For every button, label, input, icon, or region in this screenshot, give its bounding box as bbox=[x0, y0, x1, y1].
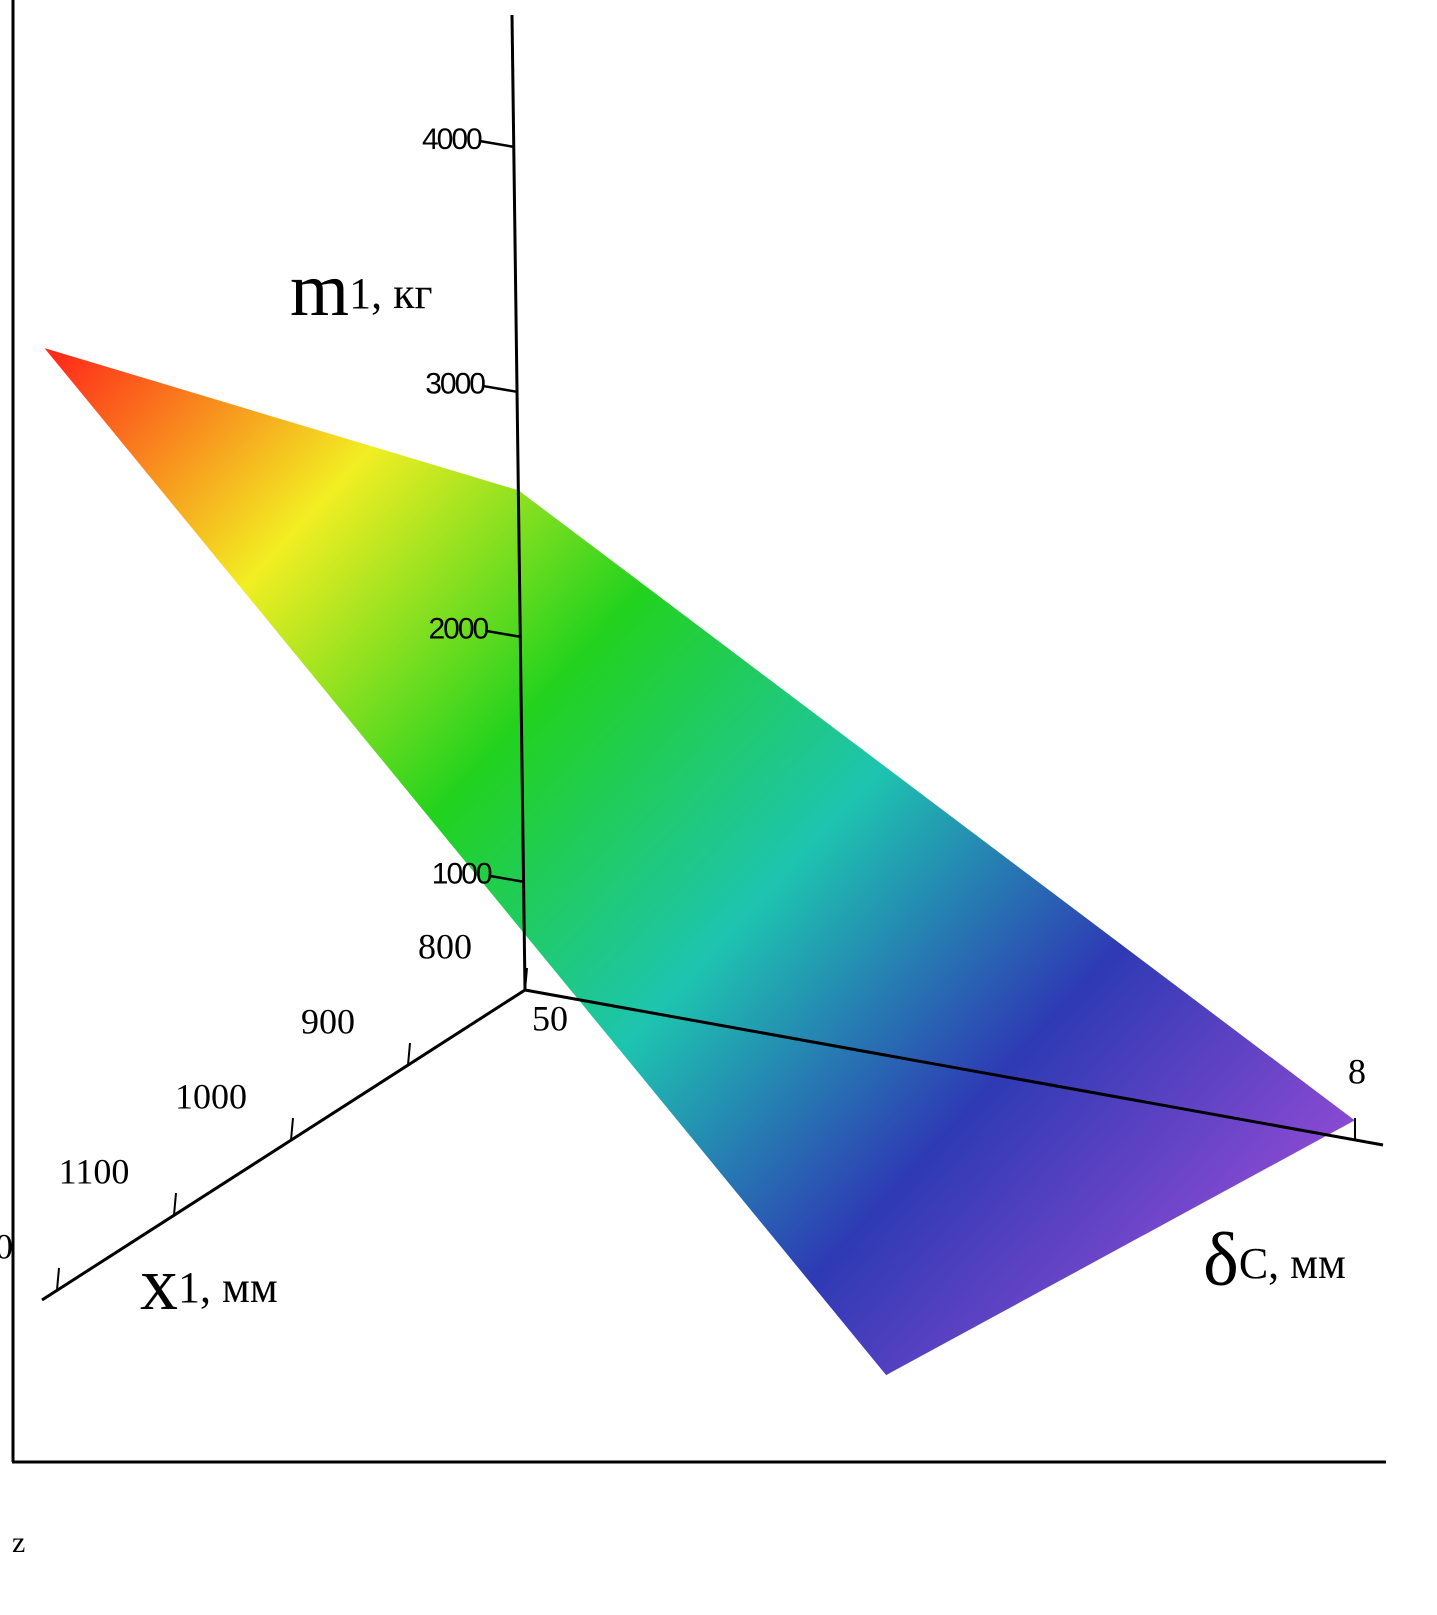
x-tick-label: 1000 bbox=[175, 1076, 247, 1116]
z-tick bbox=[485, 629, 521, 639]
z-tick-label: 2000 bbox=[429, 613, 489, 646]
x-axis bbox=[41, 988, 526, 1302]
x-tick bbox=[290, 1117, 294, 1141]
zlabel-title: m1, кг bbox=[290, 248, 433, 332]
x-tick-label: 800 bbox=[418, 926, 472, 966]
surface bbox=[44, 348, 1355, 1376]
z-tick-label: 1000 bbox=[432, 858, 492, 891]
y-tick-label: 50 bbox=[532, 998, 568, 1038]
x-tick-label: 900 bbox=[301, 1001, 355, 1041]
xlabel-sub: 1, мм bbox=[178, 1263, 278, 1312]
ylabel-sub: C, мм bbox=[1239, 1239, 1346, 1288]
z-axis bbox=[510, 14, 527, 991]
xlabel-title: x1, мм bbox=[140, 1242, 278, 1326]
z-tick bbox=[488, 874, 524, 883]
x-tick-label: 1100 bbox=[59, 1151, 130, 1191]
x-tick bbox=[173, 1192, 177, 1216]
footer: z bbox=[12, 1526, 25, 1559]
z-tick-label: 4000 bbox=[422, 123, 482, 156]
z-tick bbox=[481, 384, 518, 394]
x-tick bbox=[56, 1267, 60, 1291]
ylabel-main: δ bbox=[1203, 1218, 1239, 1302]
zlabel-sub: 1, кг bbox=[349, 269, 432, 318]
z-tick-label: 3000 bbox=[425, 368, 485, 401]
y-tick-label: 8 bbox=[1348, 1051, 1366, 1091]
ylabel-title: δC, мм bbox=[1203, 1218, 1346, 1302]
y-axis bbox=[524, 988, 1384, 1147]
z-tick bbox=[478, 139, 514, 149]
x-tick bbox=[407, 1042, 411, 1066]
xlabel-main: x bbox=[140, 1242, 178, 1326]
zlabel-main: m bbox=[290, 248, 349, 332]
x-tick-label: 1200 bbox=[0, 1226, 13, 1266]
